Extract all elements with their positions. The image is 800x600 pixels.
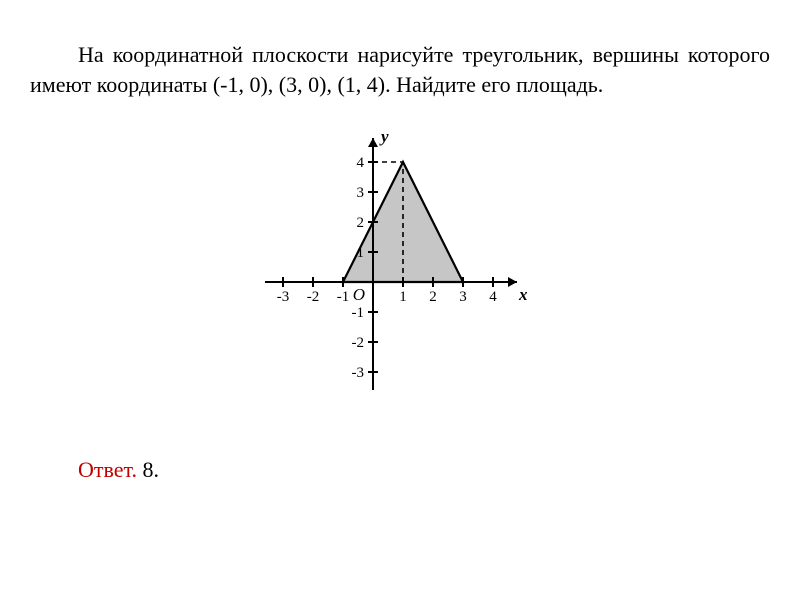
problem-body: На координатной плоскости нарисуйте треу…: [30, 42, 770, 97]
x-tick-label: -2: [307, 289, 320, 305]
y-tick-label: 2: [357, 215, 365, 231]
y-tick-label: 1: [357, 245, 365, 261]
x-tick-label: 2: [429, 289, 437, 305]
problem-text: На координатной плоскости нарисуйте треу…: [30, 40, 770, 99]
y-axis-arrow-icon: [368, 138, 378, 147]
x-axis-label: x: [518, 285, 528, 304]
y-tick-label: -1: [352, 305, 365, 321]
y-tick-label: -2: [352, 335, 365, 351]
coordinate-plot: -3 -2 -1 1 2 3 4 -3 -2 -1 1 2 3 4 Ox y: [255, 127, 545, 417]
x-tick-label: 1: [399, 289, 407, 305]
x-tick-label: 3: [459, 289, 467, 305]
y-tick-label: 3: [357, 185, 365, 201]
answer-line: Ответ. 8.: [30, 457, 770, 483]
y-tick-label: -3: [352, 365, 365, 381]
answer-label: Ответ.: [78, 457, 137, 482]
y-tick-label: 4: [357, 155, 365, 171]
x-tick-label: -3: [277, 289, 290, 305]
x-tick-label: -1: [337, 289, 350, 305]
chart-container: -3 -2 -1 1 2 3 4 -3 -2 -1 1 2 3 4 Ox y: [30, 127, 770, 417]
x-tick-label: 4: [489, 289, 497, 305]
answer-value: 8.: [143, 457, 160, 482]
y-axis-label: y: [379, 127, 389, 146]
x-axis-arrow-icon: [508, 277, 517, 287]
origin-label: O: [353, 285, 365, 304]
